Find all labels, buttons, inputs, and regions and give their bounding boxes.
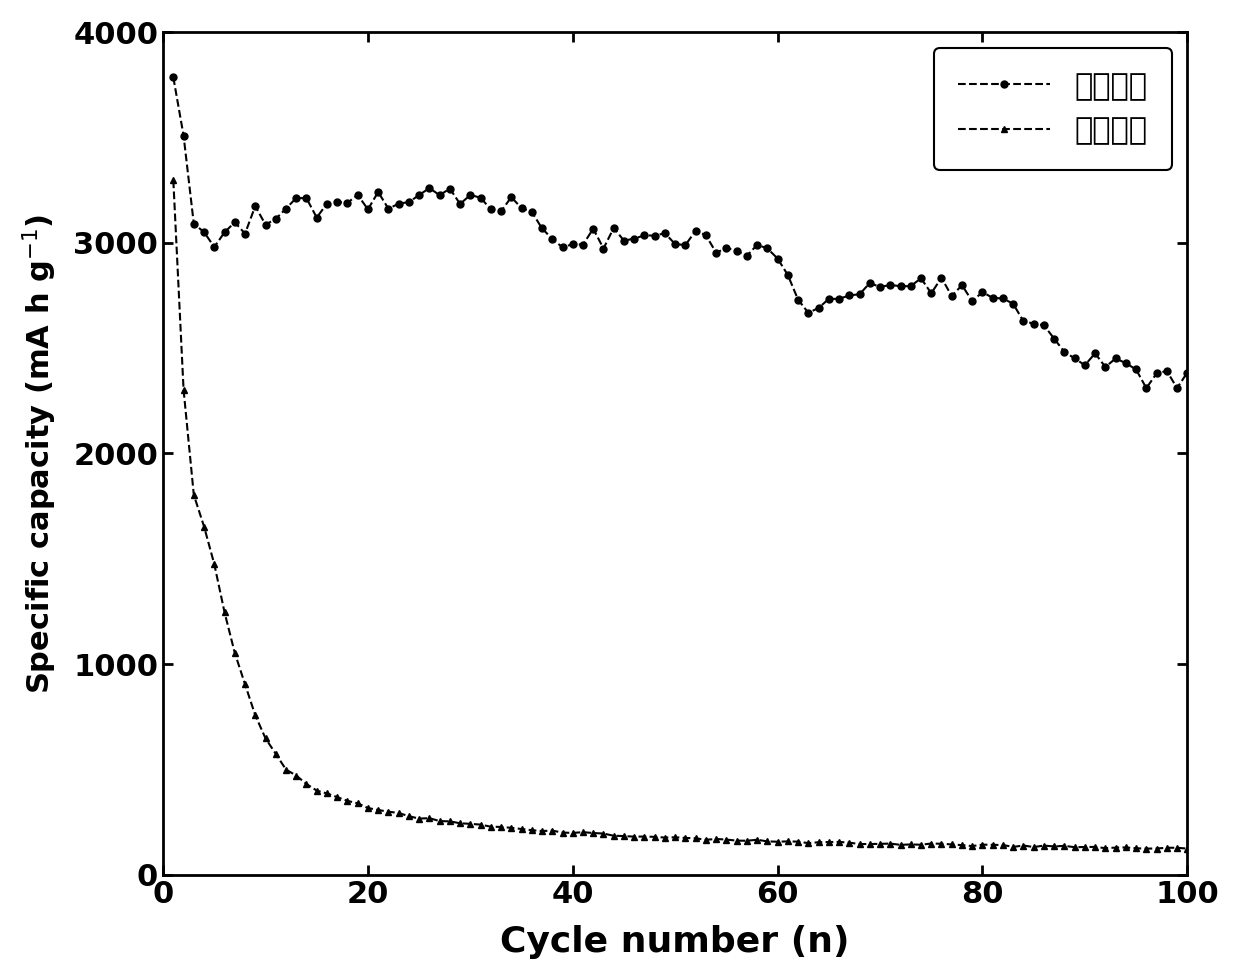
复合电极 [1128, 364, 1143, 375]
复合电极 [166, 72, 181, 83]
Line: 纯硅电极: 纯硅电极 [170, 177, 1190, 852]
纯硅电极 [1097, 843, 1112, 855]
纯硅电极 [1138, 843, 1153, 855]
复合电极 [770, 253, 785, 265]
复合电极 [688, 224, 703, 236]
Line: 复合电极: 复合电极 [170, 74, 1190, 392]
纯硅电极 [770, 836, 785, 848]
纯硅电极 [361, 803, 376, 814]
复合电极 [1097, 362, 1112, 373]
纯硅电极 [1179, 843, 1194, 855]
Legend: 复合电极, 纯硅电极: 复合电极, 纯硅电极 [934, 48, 1172, 170]
复合电极 [361, 204, 376, 216]
纯硅电极 [1128, 843, 1143, 855]
Y-axis label: Specific capacity (mA h g$^{-1}$): Specific capacity (mA h g$^{-1}$) [21, 214, 60, 694]
复合电极 [402, 196, 417, 208]
纯硅电极 [688, 832, 703, 844]
X-axis label: Cycle number (n): Cycle number (n) [501, 925, 849, 959]
纯硅电极 [402, 810, 417, 822]
复合电极 [1179, 367, 1194, 378]
复合电极 [1138, 382, 1153, 394]
纯硅电极 [166, 174, 181, 186]
